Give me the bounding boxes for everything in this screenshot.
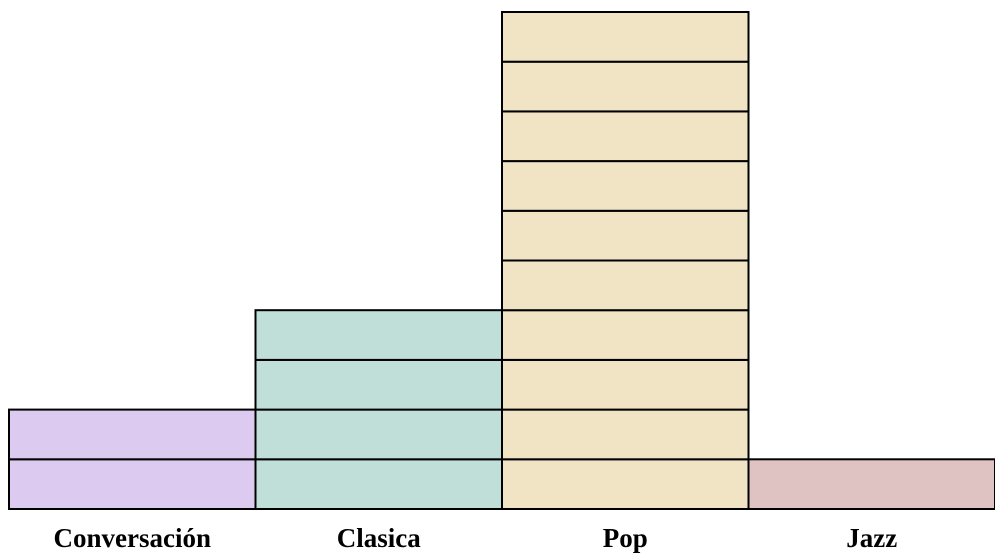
bar-block-1-1 [8, 458, 257, 510]
category-label-1: Conversación [54, 523, 212, 553]
bar-block-3-1 [501, 458, 750, 510]
bar-block-1-2 [8, 408, 257, 461]
bar-block-3-9 [501, 60, 750, 113]
bar-block-3-10 [501, 11, 750, 63]
bar-block-3-7 [501, 160, 750, 212]
bar-block-2-2 [254, 408, 503, 461]
bar-block-3-5 [501, 259, 750, 312]
bar-block-2-4 [254, 309, 503, 361]
bars-group [8, 11, 995, 510]
bar-block-3-4 [501, 309, 750, 361]
bar-block-3-3 [501, 358, 750, 411]
bar-block-3-8 [501, 110, 750, 163]
bar-block-3-6 [501, 209, 750, 262]
category-labels: Conversación Clasica Pop Jazz [54, 523, 898, 553]
bar-block-2-3 [254, 358, 503, 411]
bar-block-3-2 [501, 408, 750, 461]
bar-block-4-1 [747, 458, 995, 510]
category-label-2: Clasica [337, 523, 421, 553]
category-label-4: Jazz [846, 523, 897, 553]
bar-block-2-1 [254, 458, 503, 510]
category-label-3: Pop [603, 523, 648, 553]
